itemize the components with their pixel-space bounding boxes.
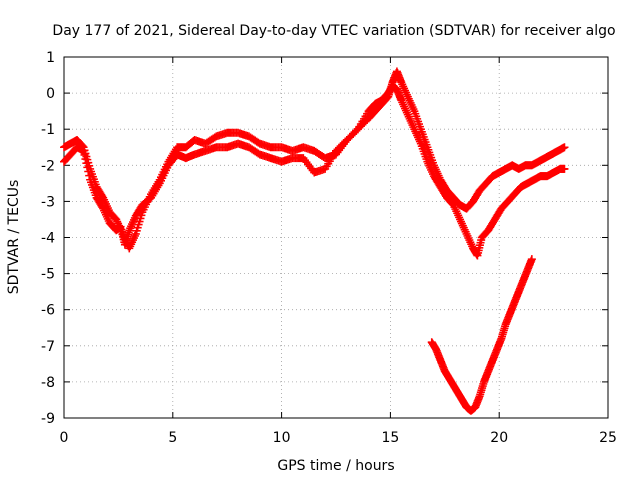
y-tick-label: -2 xyxy=(41,158,55,174)
chart-title: Day 177 of 2021, Sidereal Day-to-day VTE… xyxy=(52,23,615,39)
y-tick-label: -6 xyxy=(41,303,55,319)
y-tick-label: -4 xyxy=(41,231,55,247)
y-tick-label: 1 xyxy=(46,50,55,66)
grid xyxy=(64,57,608,418)
data-point xyxy=(560,164,569,173)
data-marks xyxy=(60,67,569,415)
x-tick-label: 20 xyxy=(490,430,508,446)
data-point xyxy=(560,143,569,152)
y-tick-label: -1 xyxy=(41,122,55,138)
x-tick-label: 0 xyxy=(60,430,69,446)
data-point xyxy=(78,142,87,151)
y-tick-label: -8 xyxy=(41,375,55,391)
data-point xyxy=(98,192,107,201)
x-tick-label: 10 xyxy=(273,430,291,446)
y-tick-label: -5 xyxy=(41,267,55,283)
y-tick-label: -9 xyxy=(41,411,55,427)
x-tick-label: 5 xyxy=(168,430,177,446)
y-tick-label: 0 xyxy=(46,86,55,102)
y-tick-label: -3 xyxy=(41,194,55,210)
x-axis-label: GPS time / hours xyxy=(277,458,394,474)
y-axis-label: SDTVAR / TECUs xyxy=(6,180,22,295)
x-tick-label: 15 xyxy=(381,430,399,446)
x-tick-label: 25 xyxy=(599,430,617,446)
data-point xyxy=(527,255,536,264)
y-tick-label: -7 xyxy=(41,339,55,355)
